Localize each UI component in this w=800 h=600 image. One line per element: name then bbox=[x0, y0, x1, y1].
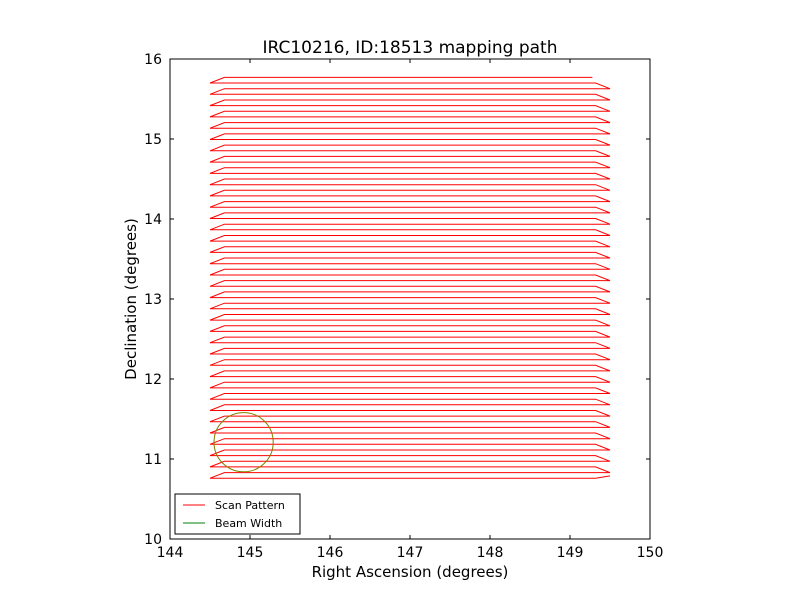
legend: Scan Pattern Beam Width bbox=[174, 493, 301, 535]
y-tick-label: 11 bbox=[144, 452, 162, 468]
beam-width-circle bbox=[213, 412, 274, 473]
y-tick-label: 16 bbox=[144, 52, 162, 68]
y-tick-label: 12 bbox=[144, 372, 162, 388]
legend-label-beam-width: Beam Width bbox=[215, 517, 282, 530]
y-axis-label: Declination (degrees) bbox=[122, 218, 140, 380]
x-tick-label: 148 bbox=[477, 545, 504, 561]
x-tick-label: 149 bbox=[557, 545, 584, 561]
plot-area bbox=[209, 76, 611, 479]
x-tick-label: 144 bbox=[157, 545, 184, 561]
x-axis-label: Right Ascension (degrees) bbox=[312, 563, 509, 581]
y-tick-label: 14 bbox=[144, 212, 162, 228]
y-tick-label: 13 bbox=[144, 292, 162, 308]
x-tick-label: 150 bbox=[637, 545, 664, 561]
y-tick-label: 15 bbox=[144, 132, 162, 148]
legend-label-scan-pattern: Scan Pattern bbox=[215, 499, 285, 512]
x-tick-label: 145 bbox=[237, 545, 264, 561]
chart-title: IRC10216, ID:18513 mapping path bbox=[263, 38, 558, 58]
x-tick-label: 147 bbox=[397, 545, 424, 561]
x-tick-label: 146 bbox=[317, 545, 344, 561]
legend-box bbox=[174, 493, 301, 535]
scan-pattern-line bbox=[209, 76, 611, 479]
axis-ticks: 144 145 146 147 148 149 150 10 11 12 13 14 15 16 bbox=[144, 52, 663, 561]
y-tick-label: 10 bbox=[144, 532, 162, 548]
